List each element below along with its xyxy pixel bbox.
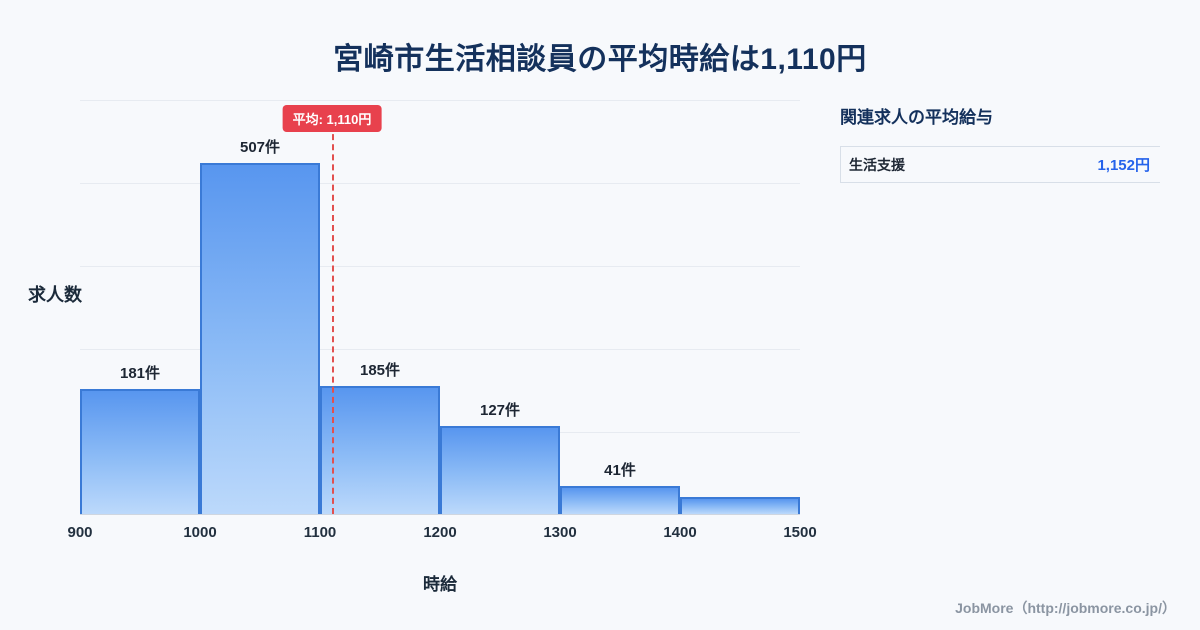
average-line bbox=[332, 124, 334, 514]
histogram-bar bbox=[440, 426, 560, 514]
footer-credit: JobMore（http://jobmore.co.jp/） bbox=[955, 600, 1176, 616]
related-job-label: 生活支援 bbox=[849, 156, 905, 173]
x-tick-label: 1400 bbox=[663, 524, 697, 541]
bar-value-label: 41件 bbox=[604, 462, 636, 479]
histogram-bar bbox=[320, 386, 440, 514]
related-job-row: 生活支援 1,152円 bbox=[840, 146, 1160, 183]
histogram-plot-area: 181件 507件 185件 127件 41件 平均: 1,110円 bbox=[80, 100, 800, 515]
related-jobs-table: 生活支援 1,152円 bbox=[840, 146, 1160, 183]
x-tick-label: 1500 bbox=[783, 524, 817, 541]
gridline bbox=[80, 349, 800, 350]
bar-value-label: 507件 bbox=[239, 139, 281, 156]
bar-value-label: 127件 bbox=[479, 402, 521, 419]
x-tick-label: 1300 bbox=[543, 524, 577, 541]
related-job-value: 1,152円 bbox=[1097, 157, 1150, 174]
y-axis-label: 求人数 bbox=[28, 285, 82, 305]
average-badge: 平均: 1,110円 bbox=[282, 105, 382, 132]
x-tick-label: 1000 bbox=[183, 524, 217, 541]
histogram-bar bbox=[80, 389, 200, 514]
gridline bbox=[80, 100, 800, 101]
bar-value-label: 185件 bbox=[359, 362, 401, 379]
related-jobs-heading: 関連求人の平均給与 bbox=[840, 108, 993, 127]
gridline bbox=[80, 183, 800, 184]
gridline bbox=[80, 266, 800, 267]
histogram-bar bbox=[200, 163, 320, 514]
x-tick-label: 1100 bbox=[303, 524, 337, 541]
x-axis-ticks: 900 1000 1100 1200 1300 1400 1500 bbox=[67, 524, 816, 544]
histogram-bar bbox=[680, 497, 800, 514]
x-tick-label: 900 bbox=[67, 524, 93, 541]
bar-value-label: 181件 bbox=[119, 365, 161, 382]
histogram-bar bbox=[560, 486, 680, 514]
page-title: 宮崎市生活相談員の平均時給は1,110円 bbox=[333, 43, 867, 76]
x-axis-label: 時給 bbox=[423, 575, 457, 594]
x-tick-label: 1200 bbox=[423, 524, 457, 541]
